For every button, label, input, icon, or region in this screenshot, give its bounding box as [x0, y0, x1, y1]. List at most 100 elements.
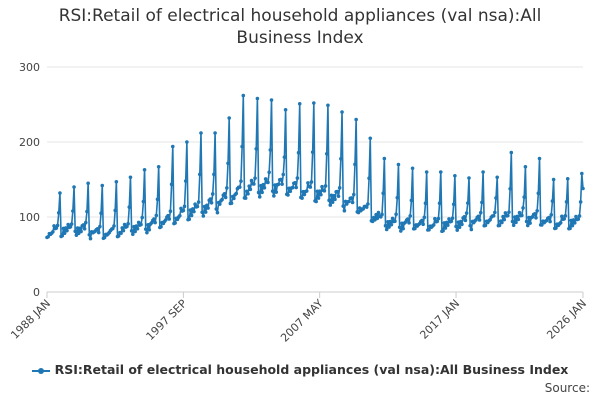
- data-point[interactable]: [96, 230, 101, 235]
- data-point[interactable]: [401, 226, 405, 231]
- data-point[interactable]: [366, 202, 370, 206]
- data-point[interactable]: [270, 189, 275, 193]
- data-point[interactable]: [335, 189, 340, 194]
- data-point[interactable]: [312, 101, 316, 105]
- data-point[interactable]: [234, 191, 239, 196]
- data-point[interactable]: [336, 194, 341, 199]
- data-point[interactable]: [347, 199, 351, 204]
- data-point[interactable]: [333, 197, 337, 202]
- data-point[interactable]: [353, 162, 357, 167]
- data-point[interactable]: [140, 215, 145, 220]
- data-point[interactable]: [189, 213, 194, 218]
- data-point[interactable]: [51, 230, 55, 234]
- data-point[interactable]: [383, 223, 388, 228]
- data-point[interactable]: [536, 191, 541, 196]
- data-point[interactable]: [141, 199, 146, 204]
- data-point[interactable]: [534, 216, 538, 220]
- legend[interactable]: RSI:Retail of electrical household appli…: [0, 362, 600, 377]
- data-point[interactable]: [240, 144, 244, 149]
- data-point[interactable]: [494, 196, 498, 200]
- data-point[interactable]: [528, 221, 532, 225]
- data-point[interactable]: [447, 217, 451, 221]
- data-point[interactable]: [83, 220, 88, 225]
- data-point[interactable]: [203, 210, 208, 214]
- data-point[interactable]: [185, 140, 189, 144]
- data-point[interactable]: [483, 223, 488, 228]
- data-point[interactable]: [330, 200, 335, 204]
- data-point[interactable]: [310, 150, 315, 154]
- data-point[interactable]: [205, 203, 209, 208]
- data-point[interactable]: [406, 217, 410, 221]
- data-point[interactable]: [142, 167, 147, 172]
- data-point[interactable]: [422, 215, 427, 220]
- data-point[interactable]: [341, 204, 346, 208]
- data-point[interactable]: [274, 190, 279, 194]
- data-point[interactable]: [199, 131, 203, 135]
- data-point[interactable]: [463, 218, 468, 223]
- data-point[interactable]: [87, 232, 92, 237]
- data-point[interactable]: [460, 222, 464, 227]
- data-point[interactable]: [410, 166, 415, 171]
- data-point[interactable]: [113, 208, 117, 213]
- data-point[interactable]: [208, 197, 213, 201]
- data-point[interactable]: [521, 206, 525, 210]
- data-point[interactable]: [550, 199, 555, 203]
- data-point[interactable]: [181, 208, 186, 213]
- data-point[interactable]: [516, 217, 521, 222]
- data-point[interactable]: [133, 229, 137, 234]
- data-point[interactable]: [266, 180, 270, 185]
- data-point[interactable]: [396, 162, 401, 167]
- data-point[interactable]: [131, 232, 135, 237]
- data-point[interactable]: [215, 210, 220, 215]
- data-point[interactable]: [178, 213, 182, 218]
- data-point[interactable]: [64, 226, 68, 230]
- data-point[interactable]: [290, 185, 295, 190]
- data-point[interactable]: [450, 216, 455, 220]
- data-point[interactable]: [438, 170, 443, 174]
- data-point[interactable]: [286, 193, 290, 197]
- data-point[interactable]: [443, 226, 448, 230]
- data-point[interactable]: [201, 214, 206, 218]
- data-point[interactable]: [497, 223, 502, 228]
- data-point[interactable]: [523, 164, 528, 169]
- data-point[interactable]: [388, 219, 393, 224]
- data-point[interactable]: [525, 223, 530, 228]
- data-point[interactable]: [295, 176, 300, 180]
- data-point[interactable]: [134, 224, 139, 228]
- data-point[interactable]: [159, 225, 163, 229]
- data-point[interactable]: [257, 195, 262, 199]
- data-point[interactable]: [384, 227, 389, 232]
- data-point[interactable]: [223, 195, 228, 200]
- data-point[interactable]: [436, 216, 441, 221]
- data-point[interactable]: [226, 161, 230, 166]
- data-point[interactable]: [374, 212, 378, 217]
- data-point[interactable]: [121, 228, 126, 233]
- data-point[interactable]: [112, 224, 116, 228]
- data-point[interactable]: [82, 227, 87, 231]
- data-point[interactable]: [229, 201, 234, 205]
- data-point[interactable]: [364, 205, 369, 209]
- data-point[interactable]: [246, 191, 250, 196]
- data-point[interactable]: [376, 210, 381, 215]
- data-point[interactable]: [508, 186, 512, 191]
- data-point[interactable]: [155, 197, 160, 202]
- data-point[interactable]: [293, 181, 297, 185]
- data-point[interactable]: [253, 176, 257, 180]
- data-point[interactable]: [81, 223, 86, 227]
- data-point[interactable]: [272, 194, 276, 198]
- data-point[interactable]: [339, 157, 343, 161]
- data-point[interactable]: [316, 196, 321, 200]
- data-point[interactable]: [119, 231, 123, 236]
- data-point[interactable]: [397, 225, 402, 230]
- data-point[interactable]: [309, 180, 314, 184]
- data-point[interactable]: [328, 203, 333, 207]
- data-point[interactable]: [514, 220, 518, 225]
- data-point[interactable]: [170, 144, 175, 149]
- data-point[interactable]: [433, 216, 437, 221]
- data-point[interactable]: [304, 189, 309, 193]
- data-point[interactable]: [239, 179, 243, 183]
- data-point[interactable]: [152, 217, 156, 221]
- data-point[interactable]: [297, 101, 302, 106]
- data-point[interactable]: [342, 208, 347, 213]
- data-point[interactable]: [323, 184, 328, 188]
